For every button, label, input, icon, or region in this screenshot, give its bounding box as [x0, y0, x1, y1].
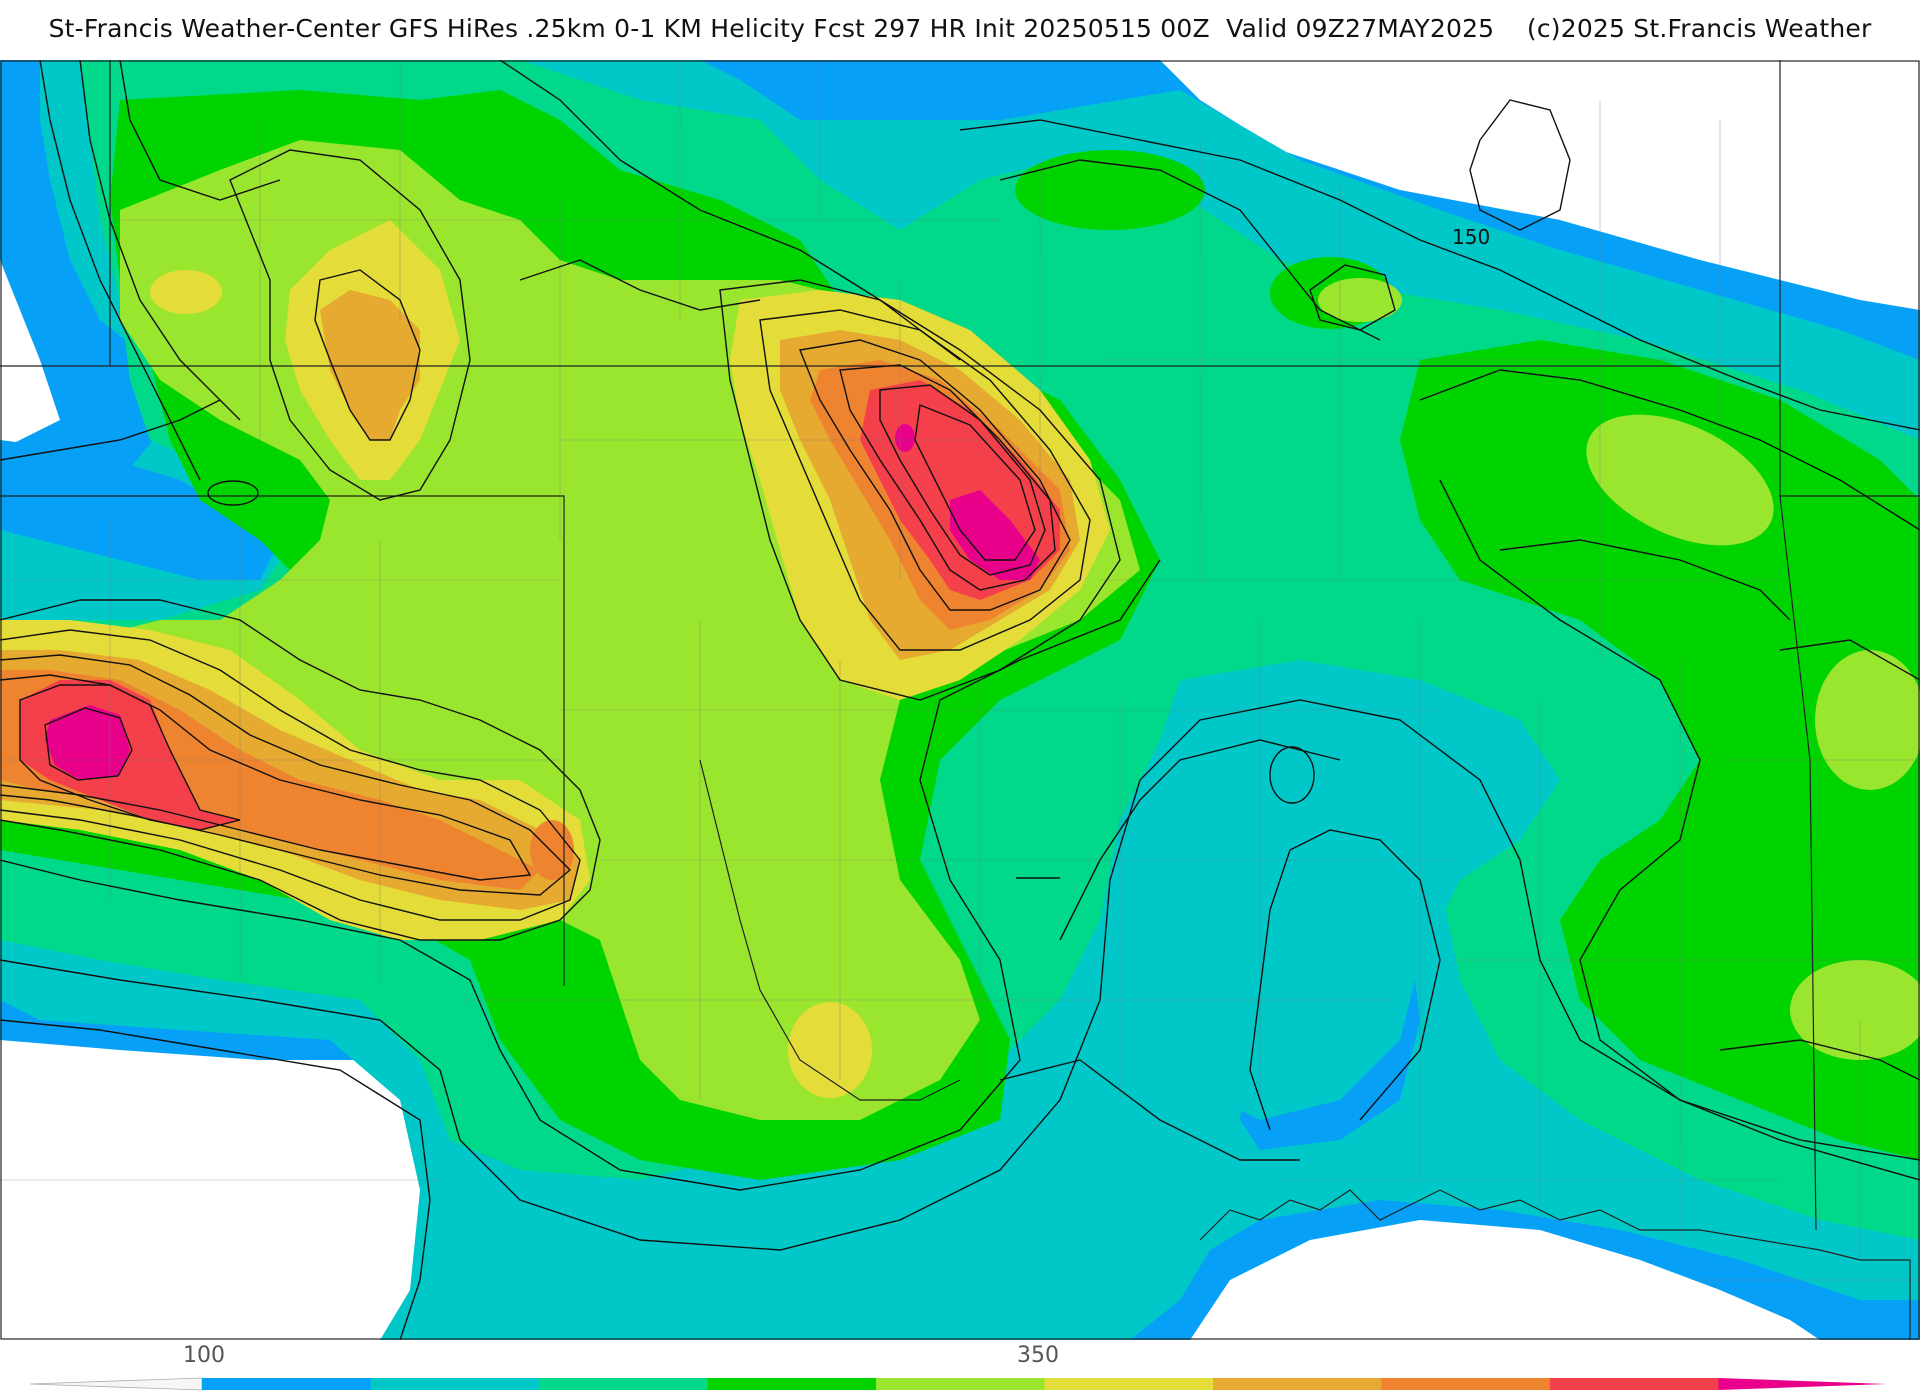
- band-gold-northwest: [320, 290, 420, 440]
- helicity-map[interactable]: 150: [0, 60, 1920, 1340]
- colorbar-segment-9: [1550, 1378, 1719, 1390]
- colorbar-segment-2: [370, 1378, 540, 1390]
- colorbar: [30, 1377, 1887, 1391]
- band-lime-north-spot: [1318, 278, 1402, 322]
- helicity-field: 150: [0, 60, 1920, 1340]
- band-cyan-inner-south: [1140, 660, 1560, 1120]
- band-yellow-south-spot: [788, 1002, 872, 1098]
- colorbar-low-arrow: [30, 1377, 203, 1391]
- band-blue-west-middle: [0, 440, 280, 580]
- band-white-south: [1190, 1220, 1820, 1340]
- map-border: [0, 60, 1920, 1340]
- colorbar-segment-8: [1381, 1378, 1551, 1390]
- contour-label-150: 150: [1452, 225, 1490, 249]
- colorbar-segment-4: [707, 1378, 877, 1390]
- map-title: St-Francis Weather-Center GFS HiRes .25k…: [48, 14, 1872, 43]
- band-lime-east-spot-c: [1790, 960, 1920, 1060]
- band-magenta-center-dot: [895, 424, 915, 452]
- colorbar-segment-6: [1044, 1378, 1214, 1390]
- band-orange-west-spot: [530, 820, 574, 880]
- band-lime-east-spot-a: [1586, 414, 1774, 546]
- colorbar-segment-3: [539, 1378, 708, 1390]
- band-lime-east-spot-b: [1815, 650, 1920, 790]
- colorbar-segment-1: [202, 1378, 371, 1390]
- band-white-west: [0, 60, 60, 450]
- county-lines: [0, 60, 1920, 1281]
- band-yellow-northwest-spot: [150, 270, 222, 314]
- colorbar-label-100: 100: [183, 1343, 225, 1368]
- colorbar-label-350: 350: [1017, 1343, 1059, 1368]
- band-white-southwest: [0, 1040, 440, 1340]
- band-green-east: [1400, 340, 1920, 1160]
- helicity-contours: [0, 60, 1920, 1340]
- colorbar-segments: [202, 1378, 1887, 1390]
- band-white-northeast: [1160, 60, 1920, 310]
- band-magenta-west: [45, 705, 130, 780]
- colorbar-segment-7: [1213, 1378, 1382, 1390]
- colorbar-high-arrow: [1718, 1378, 1887, 1390]
- band-green-north-spot-a: [1015, 150, 1205, 230]
- colorbar-segment-5: [876, 1378, 1045, 1390]
